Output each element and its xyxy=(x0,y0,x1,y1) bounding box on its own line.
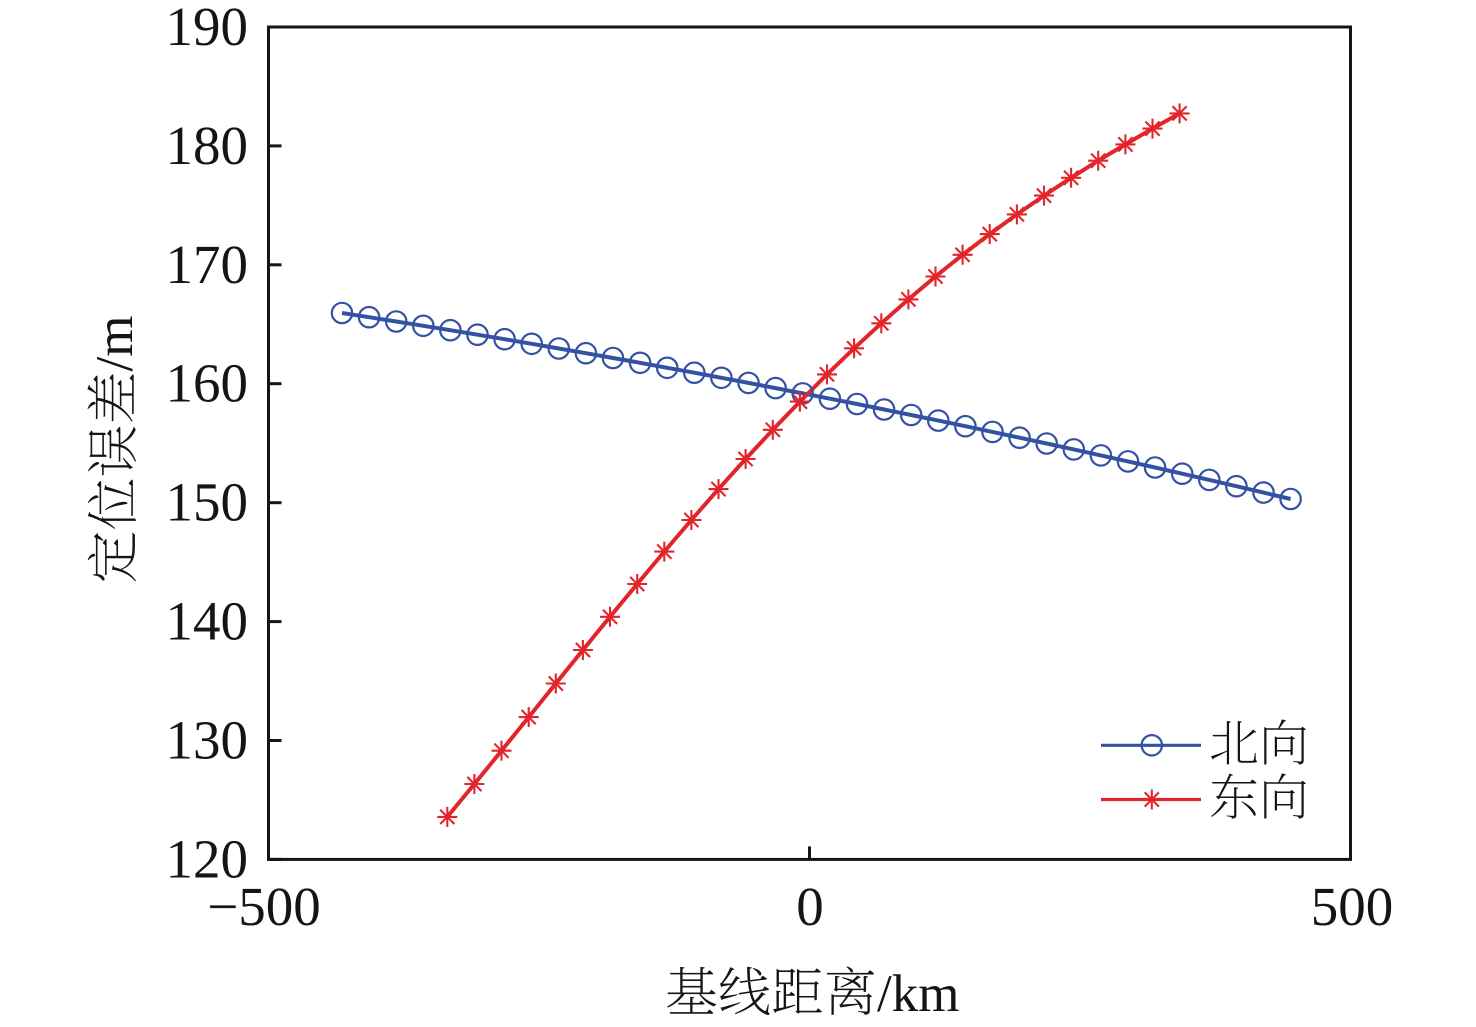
svg-text:160: 160 xyxy=(166,353,249,414)
svg-text:120: 120 xyxy=(166,828,249,889)
svg-text:140: 140 xyxy=(166,591,249,652)
svg-text:180: 180 xyxy=(166,115,249,176)
svg-text:500: 500 xyxy=(1311,876,1394,937)
svg-text:150: 150 xyxy=(166,472,249,533)
svg-text:−500: −500 xyxy=(207,876,321,937)
svg-text:190: 190 xyxy=(166,0,249,57)
svg-text:130: 130 xyxy=(166,710,249,771)
svg-text:0: 0 xyxy=(796,876,824,937)
svg-text:170: 170 xyxy=(166,234,249,295)
